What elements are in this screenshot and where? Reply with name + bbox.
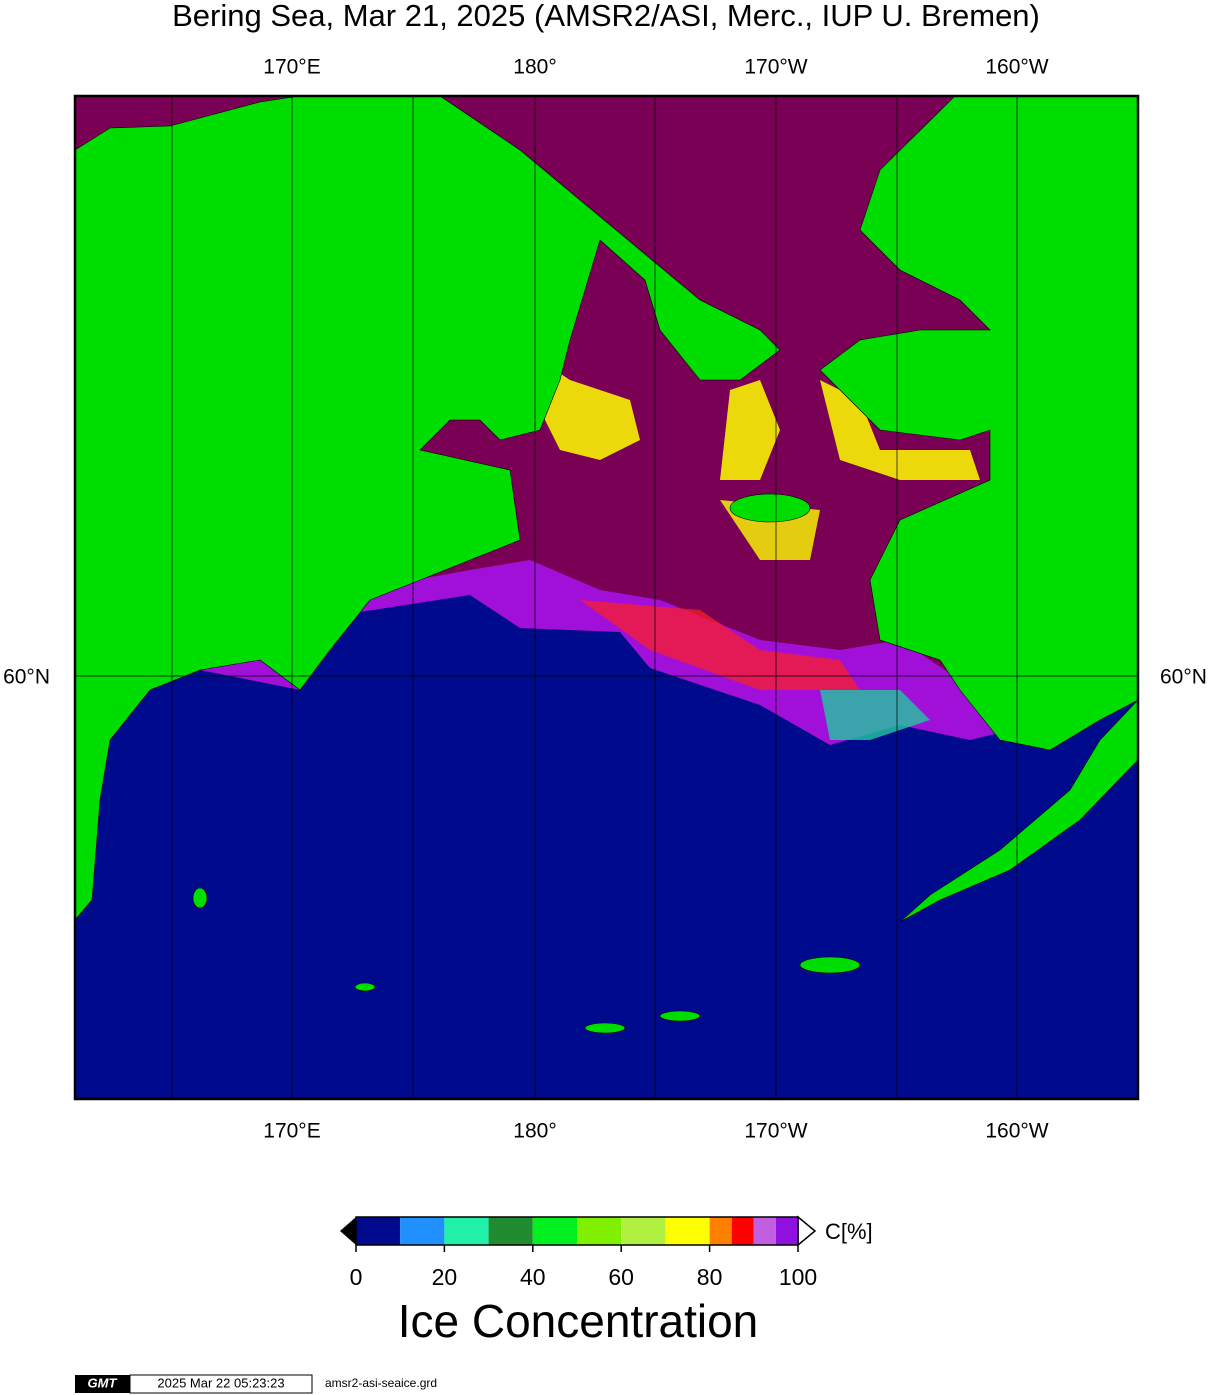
- graticule: [75, 96, 1138, 1099]
- lon-label: 180°: [513, 56, 556, 79]
- lon-label: 170°W: [744, 56, 807, 79]
- island: [799, 956, 861, 974]
- colorbar-segment: [532, 1217, 577, 1245]
- island: [729, 493, 811, 523]
- lat-label: 60°N: [1160, 666, 1207, 689]
- lat-label: 60°N: [3, 666, 50, 689]
- colorbar-tick-label: 0: [350, 1264, 363, 1290]
- island: [192, 887, 208, 909]
- map-labels: 170°E 180° 170°W 160°W 170°E 180° 170°W 160°W 60…: [3, 56, 1207, 1143]
- colorbar-segment: [356, 1217, 401, 1245]
- logo-box: [75, 1375, 130, 1393]
- colorbar-segment: [577, 1217, 622, 1245]
- colorbar-label: Ice Concentration: [398, 1295, 759, 1347]
- colorbar-tick-label: 20: [432, 1264, 458, 1290]
- ice-edge: [540, 360, 640, 460]
- colorbar-unit: C[%]: [825, 1219, 873, 1244]
- lon-label: 170°W: [744, 1120, 807, 1143]
- colorbar-segment: [709, 1217, 732, 1245]
- colorbar-segment: [621, 1217, 666, 1245]
- colorbar-segment: [753, 1217, 776, 1245]
- colorbar-tick-label: 60: [608, 1264, 634, 1290]
- colorbar-frame: [355, 1216, 799, 1246]
- colorbar-tick-label: 100: [779, 1264, 817, 1290]
- colorbar-segment: [665, 1217, 710, 1245]
- ice-edge: [820, 690, 930, 740]
- timestamp-box: [129, 1374, 313, 1394]
- colorbar-tick-label: 80: [697, 1264, 723, 1290]
- colorbar-under: [340, 1217, 356, 1245]
- ice-edge: [580, 600, 860, 690]
- colorbar-segment: [488, 1217, 533, 1245]
- land: [899, 699, 1138, 923]
- file-name: amsr2-asi-seaice.grd: [325, 1376, 437, 1390]
- land: [75, 96, 781, 921]
- island: [354, 982, 376, 992]
- colorbar-segment: [400, 1217, 445, 1245]
- colorbar-segment: [731, 1217, 754, 1245]
- lon-label: 170°E: [263, 1120, 320, 1143]
- lon-label: 160°W: [985, 1120, 1048, 1143]
- ice-edge: [720, 380, 780, 480]
- lon-label: 170°E: [263, 56, 320, 79]
- map-frame: [73, 94, 1140, 1101]
- lon-label: 160°W: [985, 56, 1048, 79]
- map: [75, 96, 1138, 1099]
- timestamp: 2025 Mar 22 05:23:23: [157, 1375, 284, 1390]
- title: Bering Sea, Mar 21, 2025 (AMSR2/ASI, Mer…: [172, 0, 1040, 33]
- colorbar-segment: [444, 1217, 489, 1245]
- colorbar: 0 20 40 60 80 100: [340, 1215, 817, 1290]
- colorbar-over: [797, 1215, 817, 1247]
- island: [659, 1010, 701, 1022]
- colorbar-segment: [775, 1217, 798, 1245]
- colorbar-tick-label: 40: [520, 1264, 546, 1290]
- island: [584, 1022, 626, 1034]
- lon-label: 180°: [513, 1120, 556, 1143]
- land: [819, 96, 1138, 751]
- logo: GMT: [88, 1375, 118, 1390]
